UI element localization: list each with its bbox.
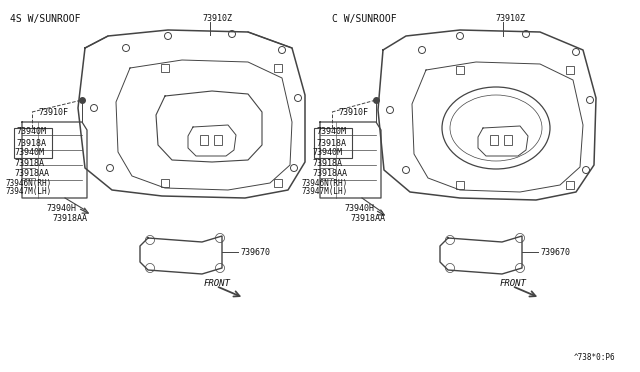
Bar	[314, 128, 352, 158]
Bar	[14, 128, 52, 158]
Bar	[456, 181, 464, 189]
Text: 73918AA: 73918AA	[350, 214, 385, 222]
Bar	[504, 135, 512, 145]
Bar	[274, 179, 282, 187]
Text: 73910F: 73910F	[38, 108, 68, 116]
Bar	[456, 66, 464, 74]
Text: 73918AA: 73918AA	[312, 169, 347, 177]
Text: 73910F: 73910F	[338, 108, 368, 116]
Bar	[490, 135, 498, 145]
Bar	[214, 135, 222, 145]
Text: 73918AA: 73918AA	[52, 214, 87, 222]
Text: C W/SUNROOF: C W/SUNROOF	[332, 14, 397, 24]
Text: FRONT: FRONT	[204, 279, 231, 289]
Text: 73940H: 73940H	[344, 203, 374, 212]
Bar	[200, 135, 208, 145]
Text: 73946N(RH): 73946N(RH)	[302, 179, 348, 187]
Text: 73918A: 73918A	[14, 158, 44, 167]
Text: 73940M: 73940M	[16, 126, 46, 135]
Text: 73947M(LH): 73947M(LH)	[5, 186, 51, 196]
Text: 73918A: 73918A	[16, 138, 46, 148]
Text: 73918A: 73918A	[316, 138, 346, 148]
Bar	[161, 179, 169, 187]
Text: 73946N(RH): 73946N(RH)	[5, 179, 51, 187]
Text: FRONT: FRONT	[500, 279, 527, 289]
Text: 73918AA: 73918AA	[14, 169, 49, 177]
Bar	[566, 181, 574, 189]
Bar	[161, 64, 169, 72]
Text: 739670: 739670	[540, 247, 570, 257]
Text: 73947M(LH): 73947M(LH)	[302, 186, 348, 196]
Text: 73918A: 73918A	[312, 158, 342, 167]
Text: 739670: 739670	[240, 247, 270, 257]
Text: 73910Z: 73910Z	[202, 13, 232, 22]
Text: 73940M: 73940M	[316, 126, 346, 135]
Text: 4S W/SUNROOF: 4S W/SUNROOF	[10, 14, 81, 24]
Text: 73940H: 73940H	[46, 203, 76, 212]
Bar	[566, 66, 574, 74]
Bar	[274, 64, 282, 72]
Text: 73940M: 73940M	[14, 148, 44, 157]
Text: ^738*0:P6: ^738*0:P6	[574, 353, 616, 362]
Text: 73910Z: 73910Z	[495, 13, 525, 22]
Text: 73940M: 73940M	[312, 148, 342, 157]
